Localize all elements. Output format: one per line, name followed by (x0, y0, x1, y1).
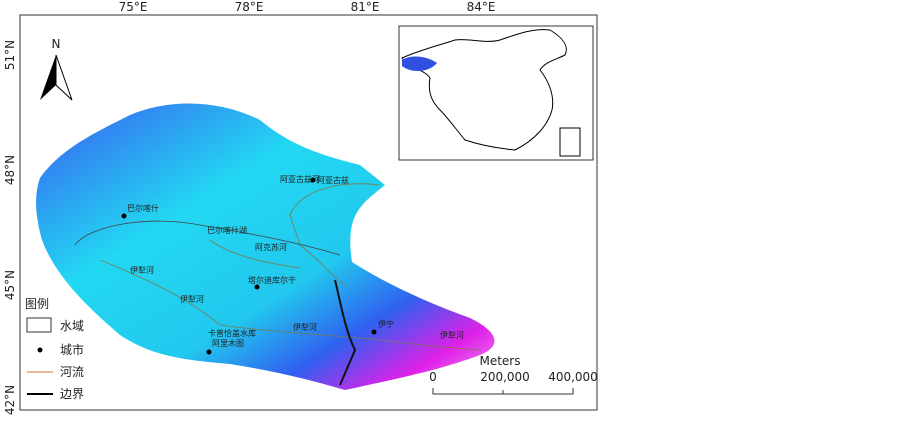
lon-label: 81°E (351, 0, 380, 14)
river-label: 阿克苏河 (255, 242, 287, 252)
water-label: 巴尔喀什湖 (207, 225, 247, 235)
legend-city (37, 347, 43, 353)
basin (36, 103, 495, 391)
city-dot (121, 213, 127, 219)
lake-outline (74, 220, 341, 256)
legend-label: 水域 (60, 319, 84, 333)
lat-label: 42°N (3, 385, 17, 415)
river-label: 伊犁河 (130, 265, 154, 275)
legend-label: 城市 (60, 342, 84, 357)
lat-label: 51°N (3, 40, 17, 70)
river-label: 伊犁河 (180, 294, 204, 304)
inset-basin (402, 56, 437, 72)
legend-title: 图例 (25, 297, 49, 311)
inset-box (559, 127, 581, 157)
lon-labels: 75°E 78°E 81°E 84°E (119, 0, 496, 14)
lon-label: 75°E (119, 0, 148, 14)
china-outline (401, 29, 567, 151)
river (99, 259, 481, 351)
river-label: 伊犁河 (293, 322, 317, 332)
lon-label: 78°E (235, 0, 264, 14)
city-dot (206, 349, 212, 355)
legend-label: 边界 (60, 387, 84, 401)
lat-labels: 51°N 48°N 45°N 42°N (3, 40, 17, 415)
north-label: N (52, 37, 61, 51)
city-dot (254, 284, 260, 290)
city-label: 巴尔喀什 (127, 203, 159, 213)
lat-label: 45°N (3, 270, 17, 300)
scale-bar (432, 388, 574, 395)
city-dot (310, 177, 316, 183)
river (289, 183, 381, 286)
city-label: 伊宁 (378, 319, 394, 329)
river (209, 239, 301, 269)
lon-label: 84°E (467, 0, 496, 14)
city-dot (371, 329, 377, 335)
north-arrow (40, 55, 56, 100)
water-label: 卡普恰盖水库 (208, 328, 256, 338)
city-label: 阿里木图 (212, 338, 244, 348)
legend-label: 河流 (60, 365, 84, 379)
scale-unit: Meters (479, 354, 520, 368)
river-label: 阿亚古兹河 (280, 174, 320, 184)
city-label: 塔尔迪库尔干 (248, 275, 296, 285)
scale-label: 200,000 (480, 370, 530, 384)
scale-label: 400,000 (548, 370, 598, 384)
north-arrow (55, 54, 73, 101)
river-label: 伊犁河 (440, 330, 464, 340)
border (334, 279, 357, 386)
legend-water (26, 317, 52, 333)
city-label: 阿亚古兹 (317, 175, 349, 185)
lat-label: 48°N (3, 155, 17, 185)
scale-label: 0 (429, 370, 437, 384)
